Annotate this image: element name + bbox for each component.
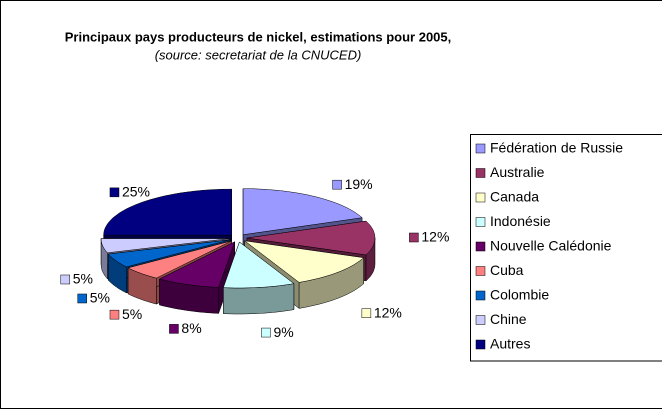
data-label: 5% — [90, 290, 110, 306]
legend-swatch — [475, 217, 486, 227]
legend-swatch — [475, 241, 486, 252]
data-label: 25% — [122, 184, 150, 200]
slice — [107, 239, 231, 268]
slice — [158, 241, 236, 288]
legend-label: Colombie — [490, 287, 549, 303]
legend-swatch — [475, 315, 486, 325]
legend-label: Canada — [490, 189, 539, 205]
legend-swatch — [475, 266, 486, 276]
legend-label: Cuba — [490, 262, 524, 278]
legend-swatch — [475, 290, 486, 301]
data-label: 12% — [421, 229, 449, 245]
label-key — [332, 179, 342, 190]
legend-label: Autres — [490, 336, 530, 352]
legend-label: Nouvelle Calédonie — [490, 238, 612, 254]
slice — [127, 240, 232, 279]
label-key — [60, 274, 71, 285]
legend-label: Australie — [490, 164, 545, 180]
legend-swatch — [475, 339, 486, 350]
legend-label: Chine — [490, 311, 527, 327]
data-label: 19% — [345, 176, 373, 192]
slice — [223, 241, 295, 289]
label-key — [169, 324, 179, 334]
slice — [242, 188, 363, 235]
legend-swatch — [475, 192, 486, 203]
label-key — [261, 327, 271, 338]
label-key — [109, 187, 120, 198]
label-key — [361, 308, 372, 318]
data-label: 12% — [374, 304, 402, 320]
chart-title: Principaux pays producteurs de nickel, e… — [65, 29, 452, 44]
slice — [103, 188, 232, 236]
data-label: 8% — [181, 320, 201, 336]
chart-subtitle: (source: secretariat de la CNUCED) — [155, 47, 362, 62]
legend-label: Indonésie — [490, 213, 551, 229]
label-key — [77, 293, 87, 304]
legend-box — [470, 134, 662, 362]
data-label: 9% — [273, 324, 293, 340]
legend-swatch — [475, 143, 486, 154]
slice — [243, 240, 365, 283]
data-label: 5% — [73, 271, 93, 287]
legend-label: Fédération de Russie — [490, 140, 623, 156]
legend-swatch — [475, 168, 486, 178]
label-key — [409, 232, 419, 243]
slice — [246, 220, 376, 256]
data-label: 5% — [122, 306, 142, 322]
slice — [100, 238, 230, 254]
label-key — [109, 309, 120, 320]
